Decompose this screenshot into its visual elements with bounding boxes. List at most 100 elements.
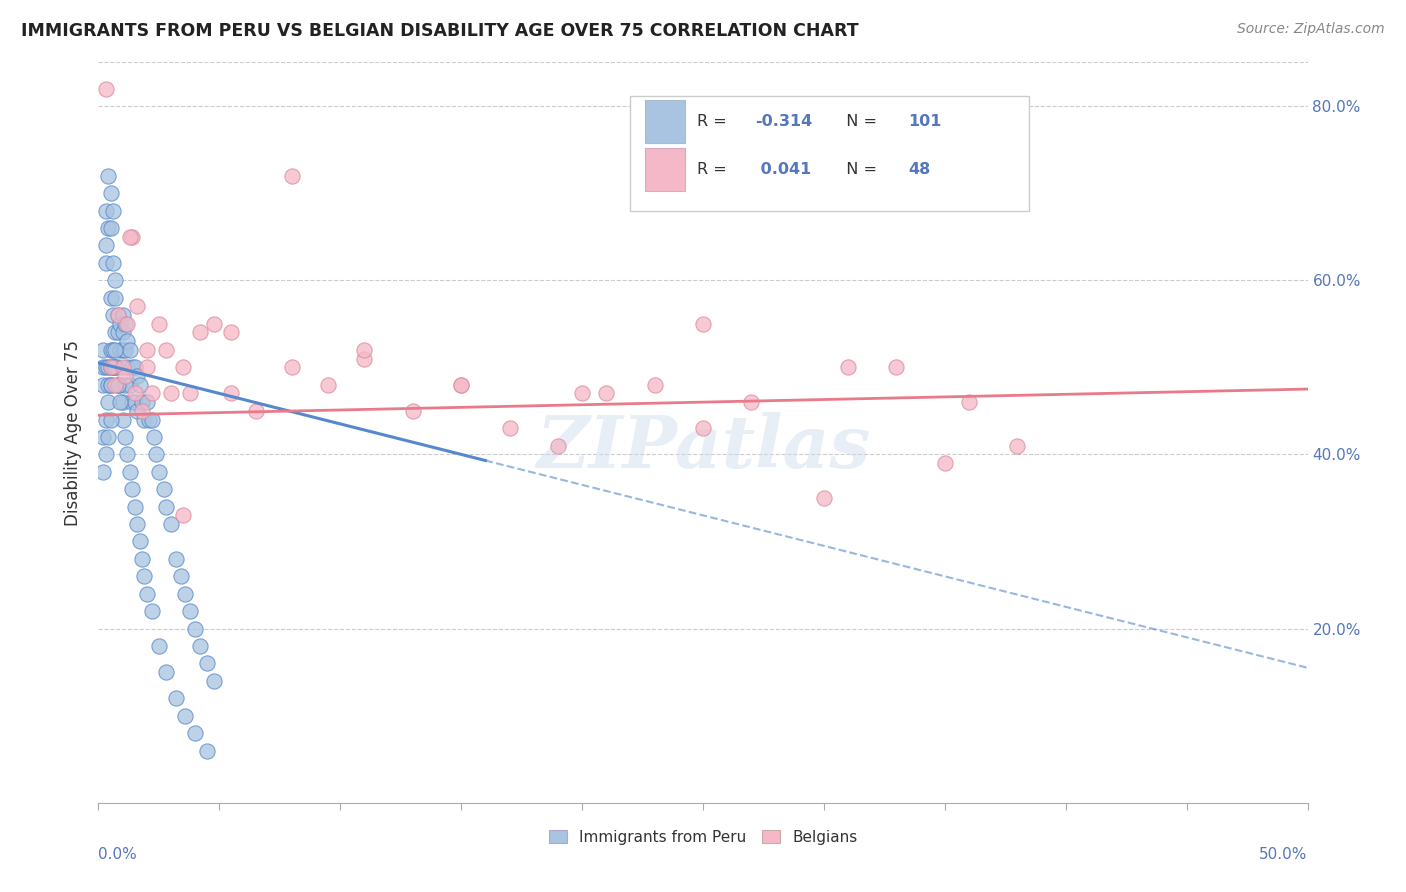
Point: [148, 639, 170, 653]
Point: [143, 430, 166, 444]
Point: [131, 395, 153, 409]
Point: [174, 587, 197, 601]
Text: 0.0%: 0.0%: [98, 847, 138, 863]
Point: [155, 665, 177, 680]
Point: [1007, 439, 1029, 453]
Point: [221, 386, 243, 401]
Point: [94, 238, 117, 252]
Point: [450, 377, 472, 392]
Point: [134, 412, 156, 426]
Point: [111, 412, 134, 426]
Point: [131, 404, 153, 418]
Point: [204, 317, 226, 331]
Point: [740, 395, 762, 409]
Y-axis label: Disability Age Over 75: Disability Age Over 75: [65, 340, 83, 525]
Point: [179, 386, 201, 401]
Point: [101, 360, 124, 375]
Point: [111, 343, 134, 357]
Point: [94, 203, 117, 218]
Point: [644, 377, 666, 392]
Point: [148, 317, 170, 331]
Point: [121, 482, 143, 496]
Point: [837, 360, 859, 375]
Point: [886, 360, 908, 375]
Point: [316, 377, 339, 392]
Point: [127, 404, 149, 418]
Point: [128, 377, 150, 392]
Text: Source: ZipAtlas.com: Source: ZipAtlas.com: [1237, 22, 1385, 37]
Text: 48: 48: [908, 162, 931, 178]
Point: [195, 743, 218, 757]
Point: [100, 343, 122, 357]
Point: [118, 465, 141, 479]
Point: [281, 169, 304, 183]
Point: [135, 343, 157, 357]
Legend: Immigrants from Peru, Belgians: Immigrants from Peru, Belgians: [543, 823, 863, 851]
Point: [100, 360, 122, 375]
Point: [160, 517, 183, 532]
Point: [169, 569, 191, 583]
Point: [595, 386, 617, 401]
Point: [934, 456, 956, 470]
Point: [108, 317, 131, 331]
Point: [124, 386, 146, 401]
Point: [204, 673, 226, 688]
Point: [450, 377, 472, 392]
Point: [138, 412, 160, 426]
FancyBboxPatch shape: [645, 148, 685, 191]
Point: [118, 229, 141, 244]
Point: [100, 360, 122, 375]
Text: ZIPatlas: ZIPatlas: [536, 412, 870, 483]
Point: [91, 430, 114, 444]
Point: [111, 395, 134, 409]
Point: [117, 360, 139, 375]
Point: [100, 377, 122, 392]
Point: [97, 395, 120, 409]
Text: R =: R =: [697, 114, 733, 129]
Point: [97, 360, 120, 375]
Point: [97, 221, 120, 235]
Point: [94, 412, 117, 426]
Point: [104, 273, 127, 287]
Point: [245, 404, 267, 418]
Point: [152, 482, 174, 496]
Point: [91, 377, 114, 392]
Point: [127, 517, 149, 532]
Point: [107, 308, 129, 322]
Point: [100, 186, 122, 200]
Point: [281, 360, 304, 375]
FancyBboxPatch shape: [630, 95, 1029, 211]
Point: [100, 412, 122, 426]
Point: [100, 377, 122, 392]
Point: [101, 256, 124, 270]
Point: [91, 360, 114, 375]
Point: [118, 343, 141, 357]
Point: [94, 360, 117, 375]
Point: [101, 343, 124, 357]
Point: [124, 395, 146, 409]
Point: [692, 421, 714, 435]
Text: 50.0%: 50.0%: [1260, 847, 1308, 863]
Text: -0.314: -0.314: [755, 114, 813, 129]
Text: IMMIGRANTS FROM PERU VS BELGIAN DISABILITY AGE OVER 75 CORRELATION CHART: IMMIGRANTS FROM PERU VS BELGIAN DISABILI…: [21, 22, 859, 40]
Text: R =: R =: [697, 162, 733, 178]
Point: [135, 587, 157, 601]
Point: [104, 291, 127, 305]
Point: [127, 369, 149, 384]
Text: 101: 101: [908, 114, 942, 129]
Point: [107, 377, 129, 392]
Point: [111, 308, 134, 322]
Point: [155, 343, 177, 357]
Point: [114, 369, 136, 384]
Point: [141, 604, 163, 618]
Point: [145, 447, 167, 461]
Point: [184, 726, 207, 740]
Text: 0.041: 0.041: [755, 162, 811, 178]
Point: [117, 334, 139, 348]
Point: [957, 395, 980, 409]
Point: [121, 360, 143, 375]
Point: [94, 81, 117, 95]
Point: [165, 552, 187, 566]
Point: [101, 360, 124, 375]
Point: [692, 317, 714, 331]
